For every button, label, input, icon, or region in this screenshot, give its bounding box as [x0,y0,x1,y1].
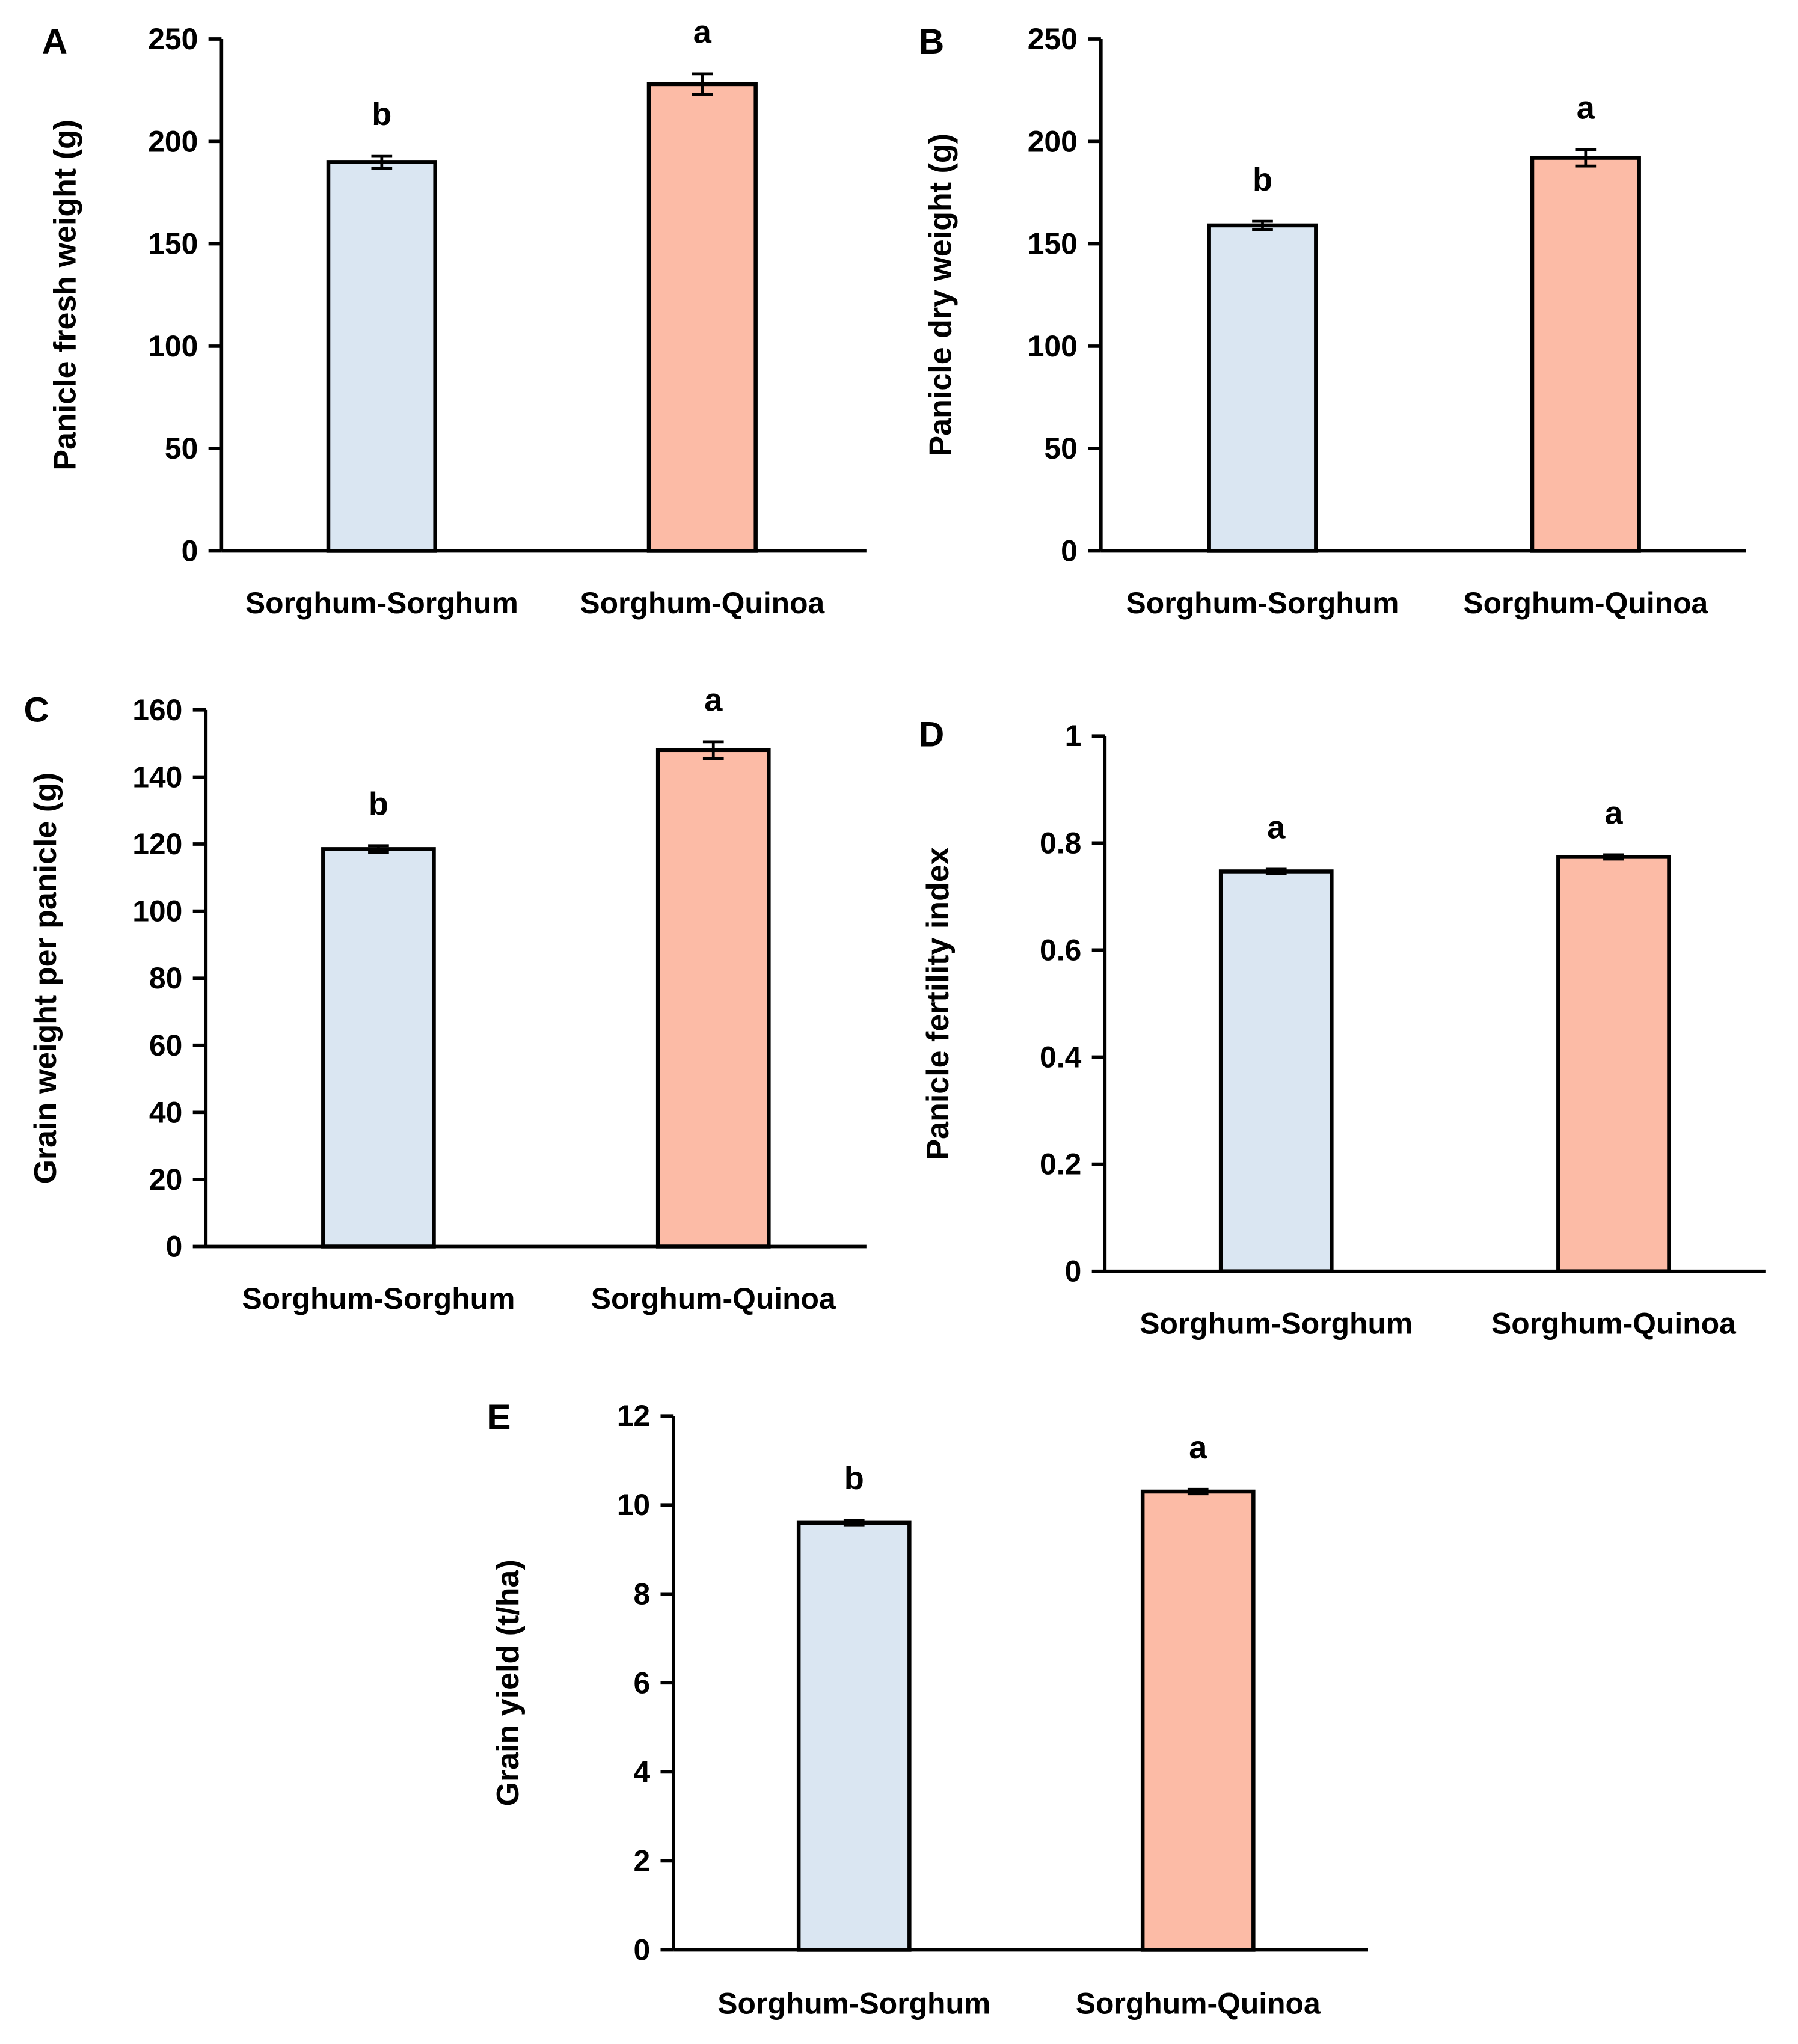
significance-letter: a [693,14,712,50]
category-label: Sorghum-Quinoa [580,586,825,620]
category-label: Sorghum-Sorghum [717,1986,990,2020]
y-tick-label: 20 [149,1163,182,1196]
panel-label: A [42,22,67,61]
y-tick-label: 60 [149,1029,182,1062]
chart-panel-d: D Panicle fertility index a Sorghum-Sorghum… [919,715,1766,1340]
significance-letter: a [1604,795,1623,831]
y-tick-label: 6 [633,1666,650,1700]
bar-sorghum-quinoa [1530,156,1641,553]
significance-letter: a [1189,1430,1207,1466]
y-tick-label: 150 [1028,227,1078,261]
chart-panel-e: E Grain yield (t/ha) b Sorghum-Sorghum a Sorg… [487,1398,1368,2020]
y-axis-label: Panicle fresh weight (g) [48,120,82,471]
y-tick-label: 140 [132,760,182,794]
y-tick-label: 80 [149,961,182,995]
y-tick-label: 100 [148,329,198,363]
y-tick-label: 0 [182,534,198,568]
category-label: Sorghum-Quinoa [591,1282,836,1315]
significance-letter: b [372,96,391,132]
panel-label: E [487,1398,511,1437]
chart-panel-a: A Panicle fresh weight (g) b Sorghum-Sorghu… [42,14,867,620]
y-tick-label: 0 [166,1230,183,1264]
y-tick-label: 250 [148,22,198,56]
chart-panel-b: B Panicle dry weight (g) b Sorghum-Sorghum a… [919,22,1746,620]
y-tick-label: 100 [132,895,182,928]
y-axis-label: Panicle dry weight (g) [923,133,958,456]
bar-sorghum-quinoa [655,748,771,1249]
y-tick-label: 1 [1065,719,1082,753]
category-label: Sorghum-Sorghum [1126,586,1399,620]
bar-sorghum-sorghum [796,1520,912,1952]
y-tick-label: 10 [617,1488,650,1522]
bar-sorghum-quinoa [1140,1489,1256,1952]
significance-letter: b [1253,162,1272,198]
y-axis-label: Grain yield (t/ha) [491,1559,526,1806]
category-label: Sorghum-Sorghum [242,1282,515,1315]
category-label: Sorghum-Quinoa [1463,586,1708,620]
y-tick-label: 50 [165,432,198,465]
bar-sorghum-quinoa [646,82,758,553]
y-tick-label: 160 [132,693,182,727]
panel-label: D [919,715,944,754]
bar-sorghum-sorghum [326,160,437,553]
y-tick-label: 0.4 [1040,1040,1082,1074]
significance-letter: b [844,1460,864,1496]
bar-sorghum-sorghum [1218,869,1334,1273]
panel-label: B [919,22,944,61]
significance-letter: a [1267,810,1286,846]
y-tick-label: 50 [1044,432,1077,465]
bar-sorghum-sorghum [1207,223,1318,553]
significance-letter: b [369,786,388,822]
category-label: Sorghum-Quinoa [1076,1986,1321,2020]
category-label: Sorghum-Quinoa [1491,1306,1737,1340]
y-tick-label: 200 [1028,124,1078,158]
y-tick-label: 0.8 [1040,826,1081,860]
bar-sorghum-sorghum [321,847,436,1249]
y-tick-label: 0 [1065,1255,1082,1288]
y-tick-label: 0 [633,1933,650,1967]
y-tick-label: 250 [1028,22,1078,56]
bar-sorghum-quinoa [1556,855,1671,1273]
y-tick-label: 4 [633,1755,650,1788]
y-tick-label: 0 [1061,534,1078,568]
panel-label: C [24,690,49,729]
y-tick-label: 40 [149,1095,182,1129]
y-tick-label: 0.6 [1040,933,1081,967]
y-tick-label: 8 [633,1577,650,1611]
y-tick-label: 150 [148,227,198,261]
y-tick-label: 200 [148,124,198,158]
chart-panel-c: C Grain weight per panicle (g) b Sorghum-So… [24,682,867,1315]
significance-letter: a [1577,90,1595,126]
category-label: Sorghum-Sorghum [1140,1306,1413,1340]
significance-letter: a [704,682,723,718]
category-label: Sorghum-Sorghum [245,586,518,620]
y-axis-label: Panicle fertility index [921,847,956,1160]
y-tick-label: 120 [132,827,182,861]
y-tick-label: 12 [617,1399,650,1433]
y-tick-label: 0.2 [1040,1148,1081,1181]
y-tick-label: 2 [633,1844,650,1877]
y-axis-label: Grain weight per panicle (g) [28,773,63,1184]
y-tick-label: 100 [1028,329,1078,363]
